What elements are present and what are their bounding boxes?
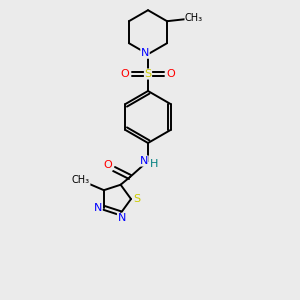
Text: H: H bbox=[150, 159, 158, 169]
Text: S: S bbox=[144, 69, 152, 79]
Text: CH₃: CH₃ bbox=[72, 175, 90, 185]
Text: N: N bbox=[140, 156, 148, 166]
Text: N: N bbox=[94, 203, 102, 213]
Text: N: N bbox=[141, 48, 149, 58]
Text: O: O bbox=[103, 160, 112, 170]
Text: N: N bbox=[117, 213, 126, 223]
Text: CH₃: CH₃ bbox=[185, 13, 203, 23]
Text: O: O bbox=[121, 69, 129, 79]
Text: S: S bbox=[134, 194, 141, 204]
Text: O: O bbox=[167, 69, 176, 79]
